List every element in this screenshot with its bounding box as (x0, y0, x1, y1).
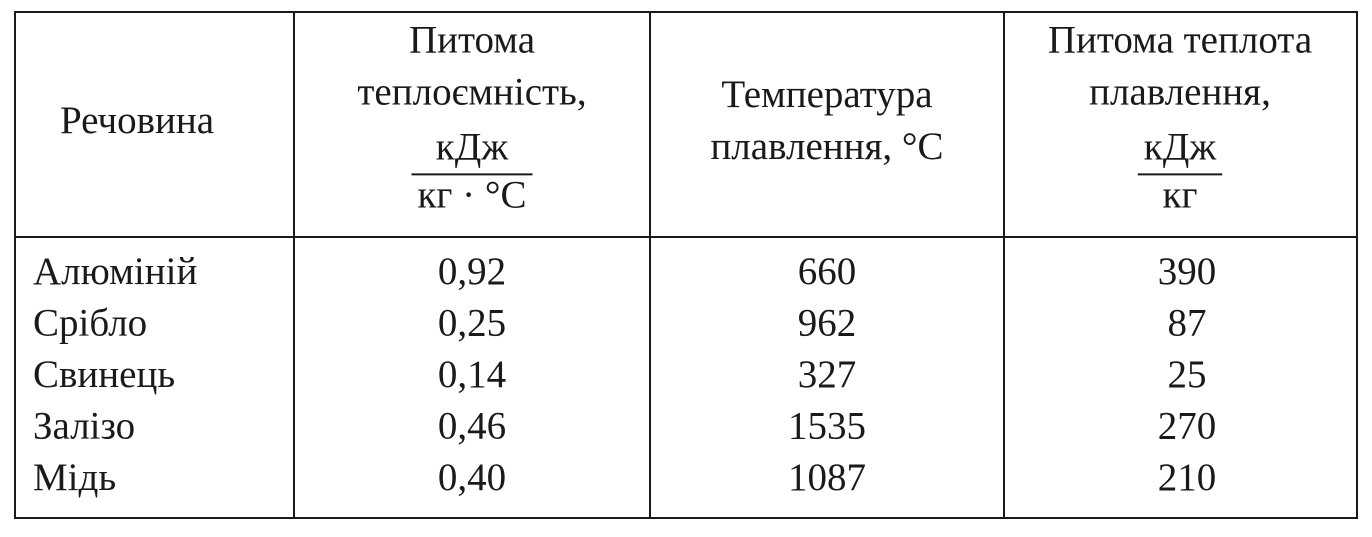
cell-value: 0,14 (438, 353, 506, 396)
cell-value: 327 (798, 353, 857, 396)
header-cell: Температура (721, 73, 932, 116)
fraction-numerator: кДж (1144, 125, 1218, 168)
cell-value: 0,25 (438, 301, 506, 344)
cell-value: 962 (798, 301, 857, 344)
cell-value: 660 (798, 250, 857, 293)
fraction-denominator: кг (1163, 173, 1198, 216)
header-cell: Питома теплота (1048, 18, 1312, 61)
row-label: Алюміній (33, 250, 197, 293)
cell-value: 0,46 (438, 404, 506, 447)
row-label: Свинець (33, 353, 175, 396)
cell-value: 210 (1158, 456, 1217, 499)
table-border (14, 11, 1358, 519)
header-cell: теплоємність, (357, 70, 586, 113)
header-cell: Питома (409, 18, 535, 61)
fraction-numerator: кДж (436, 125, 510, 168)
cell-value: 390 (1158, 250, 1217, 293)
header-cell: плавлення, (1089, 70, 1271, 113)
cell-value: 0,92 (438, 250, 506, 293)
cell-value: 270 (1158, 404, 1217, 447)
cell-value: 87 (1168, 301, 1207, 344)
cell-value: 25 (1168, 353, 1207, 396)
cell-value: 1087 (788, 456, 866, 499)
row-label: Срібло (33, 301, 147, 344)
header-cell: плавлення, °C (710, 125, 943, 168)
fraction-denominator: кг · °C (417, 173, 526, 216)
row-label: Мідь (33, 456, 116, 499)
cell-value: 1535 (788, 404, 866, 447)
header-cell: Речовина (60, 99, 214, 142)
row-label: Залізо (33, 404, 135, 447)
cell-value: 0,40 (438, 456, 506, 499)
